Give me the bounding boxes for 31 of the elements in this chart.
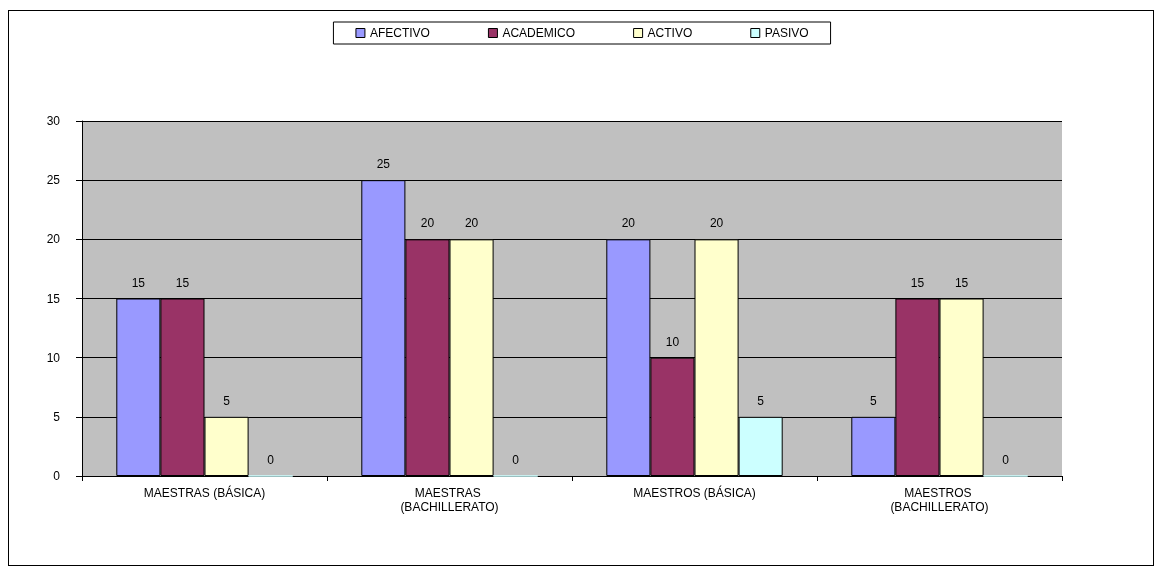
y-tick-label: 0 (53, 469, 61, 483)
y-tick-label: 20 (46, 232, 61, 247)
data-label: 15 (175, 275, 190, 290)
x-tick-label: MAESTROS (BÁSICA) (633, 485, 756, 500)
x-tick-label: MAESTRAS (BACHILLERATO) (400, 486, 499, 514)
data-label: 25 (376, 157, 391, 172)
data-label: 5 (223, 393, 231, 408)
legend-label: ACTIVO (647, 26, 693, 40)
data-label: 10 (665, 334, 680, 349)
data-label: 5 (870, 393, 878, 408)
y-tick-label: 15 (46, 291, 61, 306)
data-label: 20 (420, 216, 435, 231)
y-tick-label: 25 (46, 173, 61, 188)
legend-label: PASIVO (764, 26, 809, 40)
legend-label: ACADEMICO (502, 26, 576, 40)
x-tick-label: MAESTRAS (BÁSICA) (143, 485, 266, 500)
y-tick-label: 5 (53, 409, 61, 424)
x-tick-label: MAESTROS (BACHILLERATO) (890, 486, 989, 514)
y-tick-label: 30 (46, 114, 61, 128)
data-label: 20 (621, 216, 636, 231)
data-label: 15 (910, 275, 925, 290)
data-label: 20 (464, 216, 479, 231)
data-label: 0 (1002, 452, 1010, 467)
legend-label: AFECTIVO (369, 26, 430, 40)
data-label: 0 (267, 452, 275, 467)
data-label: 20 (709, 216, 724, 231)
data-label: 15 (131, 275, 146, 290)
data-label: 15 (954, 275, 969, 290)
y-tick-label: 10 (46, 350, 61, 365)
data-label: 5 (757, 393, 765, 408)
data-label: 0 (512, 452, 520, 467)
